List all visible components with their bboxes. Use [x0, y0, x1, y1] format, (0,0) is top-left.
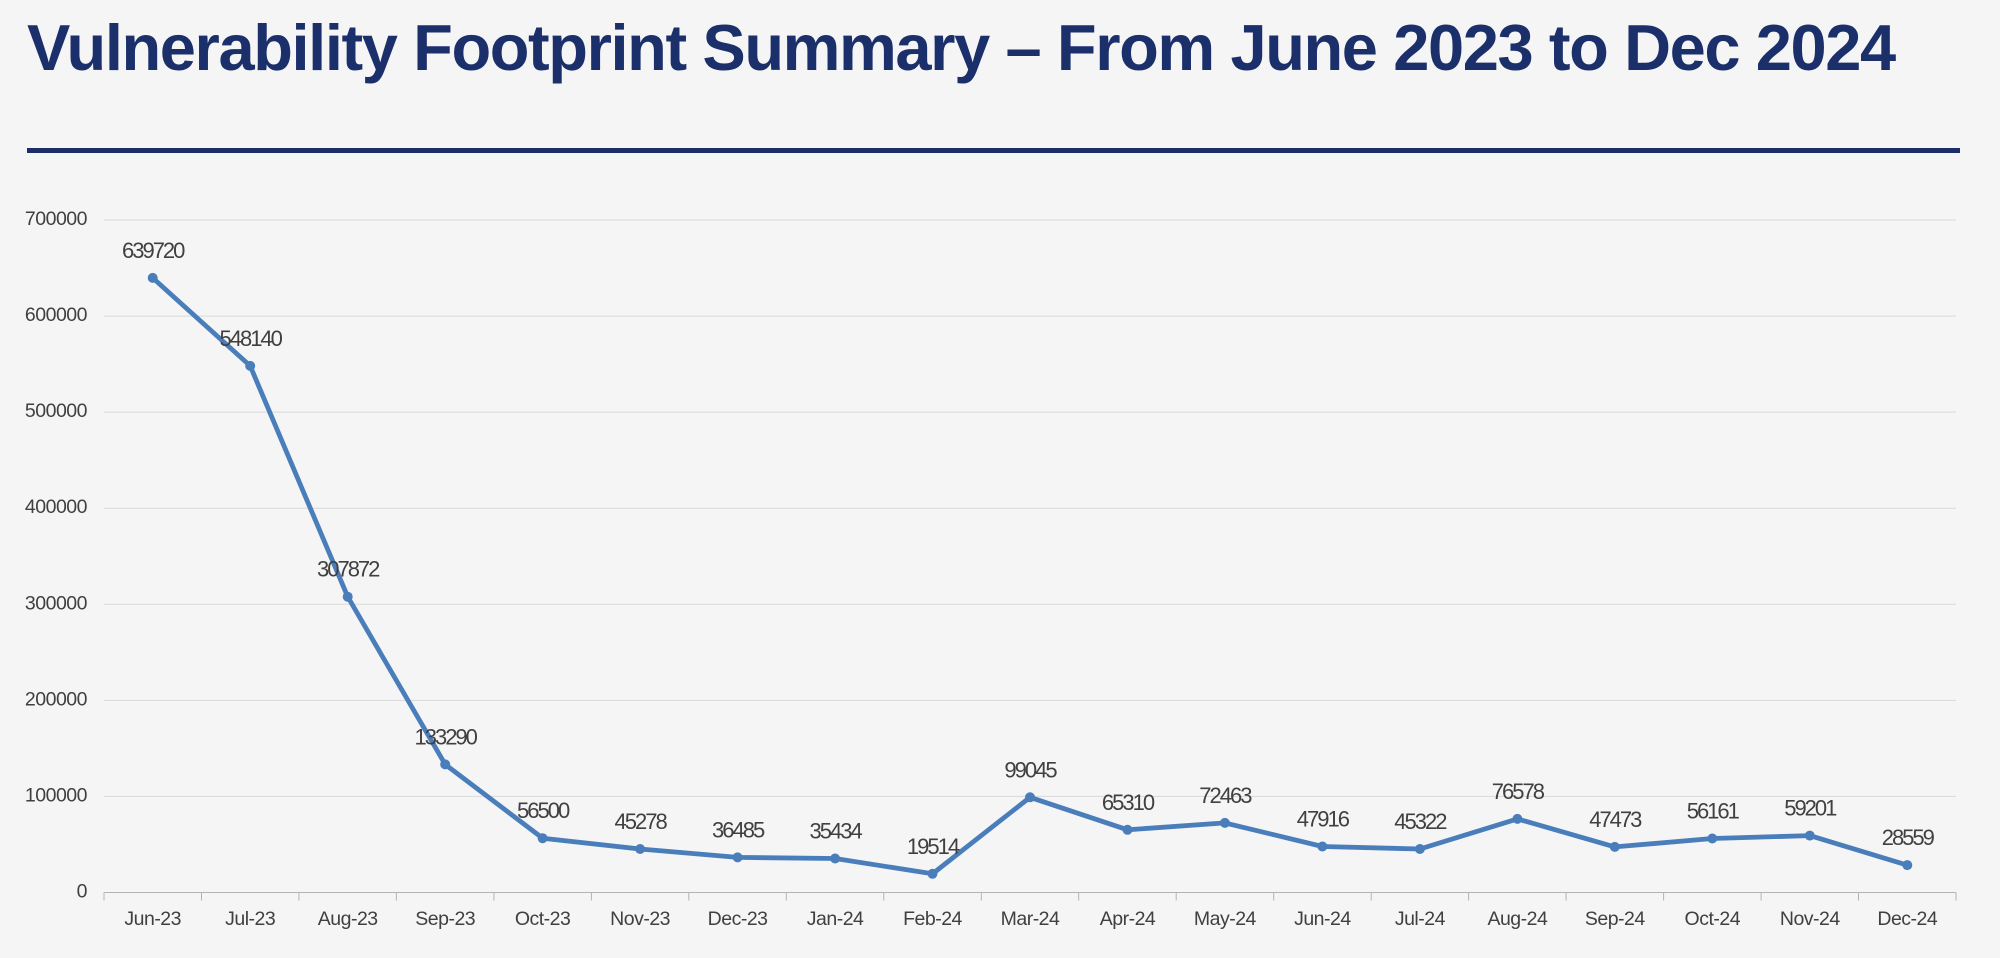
svg-text:133290: 133290	[414, 724, 477, 749]
svg-text:Jul-24: Jul-24	[1395, 908, 1446, 930]
svg-text:65310: 65310	[1102, 790, 1155, 815]
svg-text:400000: 400000	[25, 496, 88, 518]
svg-text:Sep-23: Sep-23	[415, 908, 475, 930]
svg-text:600000: 600000	[25, 304, 88, 326]
svg-text:Mar-24: Mar-24	[1001, 908, 1060, 930]
svg-text:99045: 99045	[1004, 757, 1057, 782]
svg-text:Jun-24: Jun-24	[1294, 908, 1351, 930]
svg-text:35434: 35434	[810, 819, 863, 844]
svg-text:56500: 56500	[517, 798, 570, 823]
svg-text:Oct-24: Oct-24	[1685, 908, 1741, 930]
svg-text:May-24: May-24	[1194, 908, 1257, 930]
svg-text:Jul-23: Jul-23	[225, 908, 275, 930]
svg-text:59201: 59201	[1784, 796, 1837, 821]
svg-text:45322: 45322	[1394, 809, 1447, 834]
svg-text:700000: 700000	[25, 208, 88, 230]
svg-text:Dec-23: Dec-23	[708, 908, 768, 930]
svg-text:Feb-24: Feb-24	[903, 908, 962, 930]
svg-text:45278: 45278	[615, 809, 668, 834]
svg-text:100000: 100000	[25, 784, 88, 806]
svg-text:200000: 200000	[25, 688, 88, 710]
svg-text:72463: 72463	[1199, 783, 1252, 808]
svg-text:639720: 639720	[122, 238, 185, 263]
svg-text:36485: 36485	[712, 817, 765, 842]
svg-text:Jan-24: Jan-24	[807, 908, 864, 930]
svg-text:76578: 76578	[1492, 779, 1545, 804]
svg-text:Aug-23: Aug-23	[318, 908, 378, 930]
svg-text:Oct-23: Oct-23	[515, 908, 571, 930]
svg-text:28559: 28559	[1882, 825, 1935, 850]
svg-text:56161: 56161	[1687, 799, 1740, 824]
svg-text:Jun-23: Jun-23	[124, 908, 181, 930]
svg-text:548140: 548140	[219, 326, 282, 351]
svg-text:Aug-24: Aug-24	[1487, 908, 1548, 930]
svg-text:47916: 47916	[1297, 807, 1350, 832]
svg-text:300000: 300000	[25, 592, 88, 614]
svg-text:Apr-24: Apr-24	[1100, 908, 1156, 930]
svg-text:Sep-24: Sep-24	[1585, 908, 1646, 930]
svg-text:500000: 500000	[25, 400, 88, 422]
svg-text:Dec-24: Dec-24	[1877, 908, 1938, 930]
svg-text:Nov-23: Nov-23	[610, 908, 670, 930]
svg-text:Nov-24: Nov-24	[1780, 908, 1841, 930]
svg-text:19514: 19514	[907, 834, 960, 859]
svg-text:0: 0	[77, 881, 88, 903]
svg-text:307872: 307872	[317, 557, 380, 582]
svg-text:47473: 47473	[1589, 807, 1642, 832]
